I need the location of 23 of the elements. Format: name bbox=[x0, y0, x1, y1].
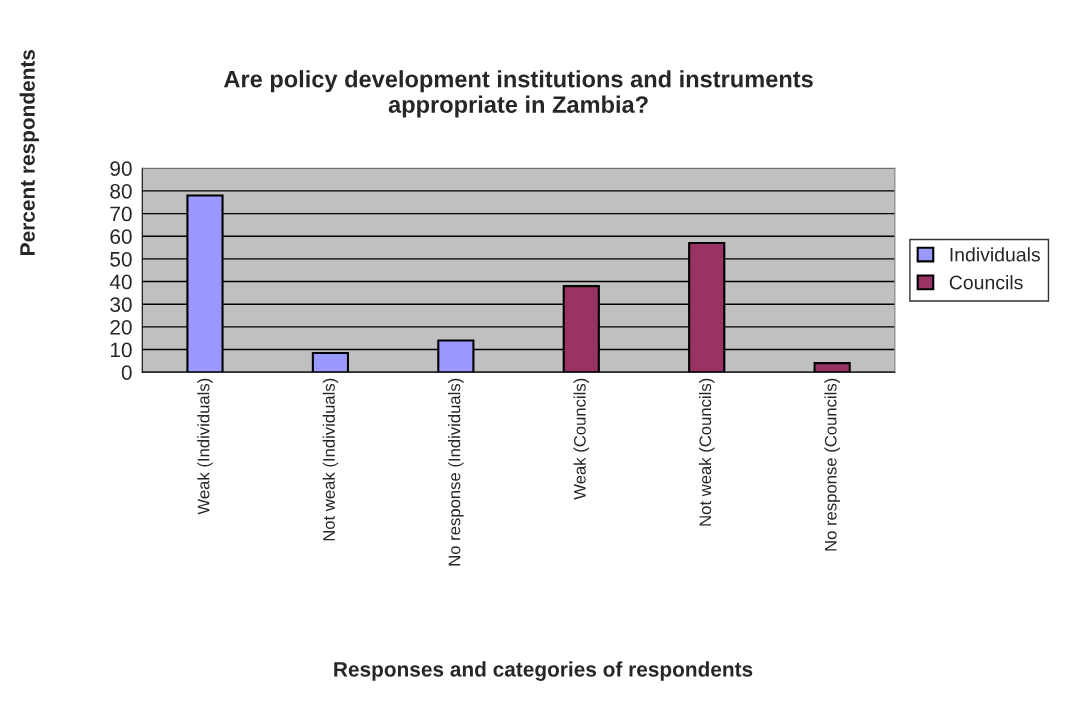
x-tick-label: No response (Councils) bbox=[824, 378, 840, 551]
x-tick-label: Not weak (Individuals) bbox=[322, 378, 339, 541]
y-tick-label: 60 bbox=[110, 229, 132, 244]
y-tick-label: 90 bbox=[110, 161, 132, 176]
y-tick-label: 50 bbox=[110, 251, 132, 267]
y-tick-label: 20 bbox=[110, 319, 132, 335]
legend-label: Councils bbox=[949, 275, 1023, 290]
legend-label: Individuals bbox=[950, 247, 1040, 262]
y-axis-title: Percent respondents bbox=[19, 49, 39, 255]
x-tick-label: No response (Individuals) bbox=[448, 378, 464, 566]
y-tick-label: 30 bbox=[110, 297, 132, 312]
chart-title: Are policy development institutions and instruments appropriate in Zambia? bbox=[223, 70, 813, 118]
y-tick-label: 0 bbox=[121, 365, 132, 380]
x-axis-title: Responses and categories of respondents bbox=[334, 661, 753, 681]
y-tick-label: 10 bbox=[110, 342, 132, 358]
bar bbox=[813, 362, 851, 373]
y-tick-label: 80 bbox=[110, 183, 132, 199]
bar bbox=[311, 351, 350, 373]
y-tick-label: 70 bbox=[110, 206, 132, 222]
x-tick-label: Not weak (Councils) bbox=[698, 378, 715, 526]
x-tick-label: Weak (Councils) bbox=[573, 378, 590, 500]
y-tick-label: 40 bbox=[109, 274, 132, 290]
x-tick-label: Weak (Individuals) bbox=[197, 378, 213, 515]
